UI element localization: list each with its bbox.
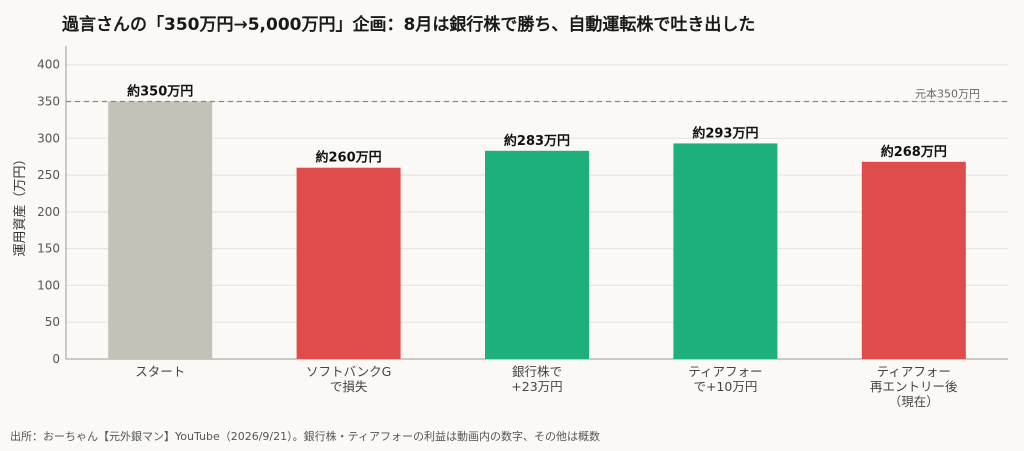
y-tick-label: 400 [37, 58, 60, 72]
data-label: 約260万円 [316, 150, 382, 166]
bar [108, 101, 213, 359]
x-tick-label: ソフトバンクG [306, 364, 391, 379]
x-tick-label: で+10万円 [693, 379, 757, 394]
y-tick-label: 350 [37, 95, 60, 109]
chart-title: 過言さんの「350万円→5,000万円」企画：8月は銀行株で勝ち、自動運転株で吐… [62, 15, 756, 35]
x-tick-label: で損失 [330, 379, 368, 394]
bar [485, 150, 589, 359]
source-note: 出所：おーちゃん【元外銀マン】YouTube（2026/9/21）。銀行株・ティ… [10, 430, 600, 443]
bar [296, 167, 401, 359]
x-tick-label: （現在） [889, 394, 939, 409]
y-tick-label: 250 [37, 168, 60, 182]
bar [861, 161, 966, 359]
y-tick-label: 100 [37, 278, 60, 292]
bar [673, 143, 778, 359]
x-tick-label: +23万円 [511, 379, 562, 394]
data-label: 約350万円 [127, 84, 193, 100]
x-tick-label: 再エントリー後 [870, 379, 958, 394]
data-label: 約268万円 [881, 144, 947, 160]
y-tick-label: 0 [52, 352, 60, 366]
y-tick-label: 150 [37, 242, 60, 256]
y-axis-label: 運用資産（万円） [12, 152, 28, 256]
x-tick-label: ティアフォー [877, 364, 951, 379]
y-tick-label: 50 [45, 315, 60, 329]
data-label: 約293万円 [692, 125, 758, 141]
x-tick-label: 銀行株で [512, 364, 562, 379]
x-tick-label: スタート [135, 364, 185, 379]
x-tick-label: ティアフォー [688, 364, 762, 379]
y-tick-label: 300 [37, 131, 60, 145]
reference-line-label: 元本350万円 [915, 87, 980, 101]
y-tick-label: 200 [37, 205, 60, 219]
data-label: 約283万円 [504, 133, 570, 149]
